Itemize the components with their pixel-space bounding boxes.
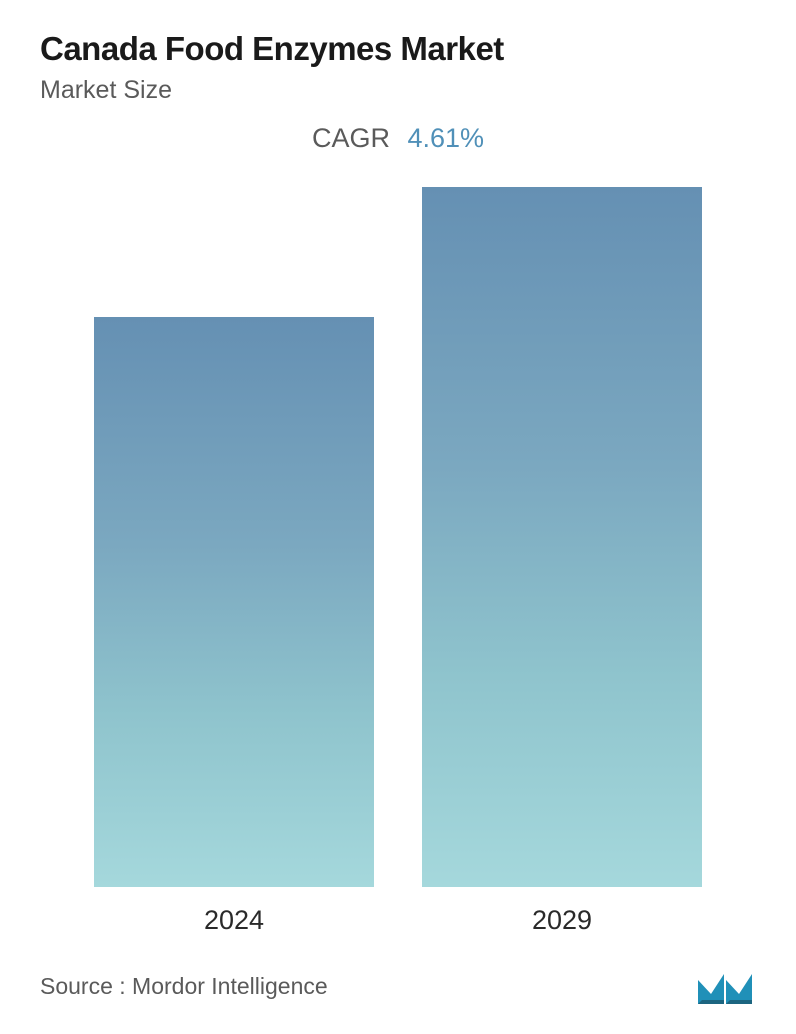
cagr-label: CAGR bbox=[312, 123, 390, 153]
source-text: Source : Mordor Intelligence bbox=[40, 973, 328, 1000]
chart-subtitle: Market Size bbox=[40, 76, 756, 105]
cagr-value: 4.61% bbox=[407, 123, 484, 153]
bar-group-1: 2029 bbox=[422, 187, 702, 936]
chart-footer: Source : Mordor Intelligence bbox=[40, 936, 756, 1014]
brand-logo bbox=[696, 966, 756, 1006]
bar-1 bbox=[422, 187, 702, 887]
bar-label-0: 2024 bbox=[204, 905, 264, 936]
chart-area: 2024 2029 bbox=[40, 184, 756, 936]
chart-container: Canada Food Enzymes Market Market Size C… bbox=[0, 0, 796, 1034]
bar-0 bbox=[94, 317, 374, 887]
bar-label-1: 2029 bbox=[532, 905, 592, 936]
cagr-row: CAGR 4.61% bbox=[40, 123, 756, 154]
logo-icon bbox=[696, 966, 756, 1006]
chart-title: Canada Food Enzymes Market bbox=[40, 30, 756, 68]
bar-group-0: 2024 bbox=[94, 317, 374, 936]
